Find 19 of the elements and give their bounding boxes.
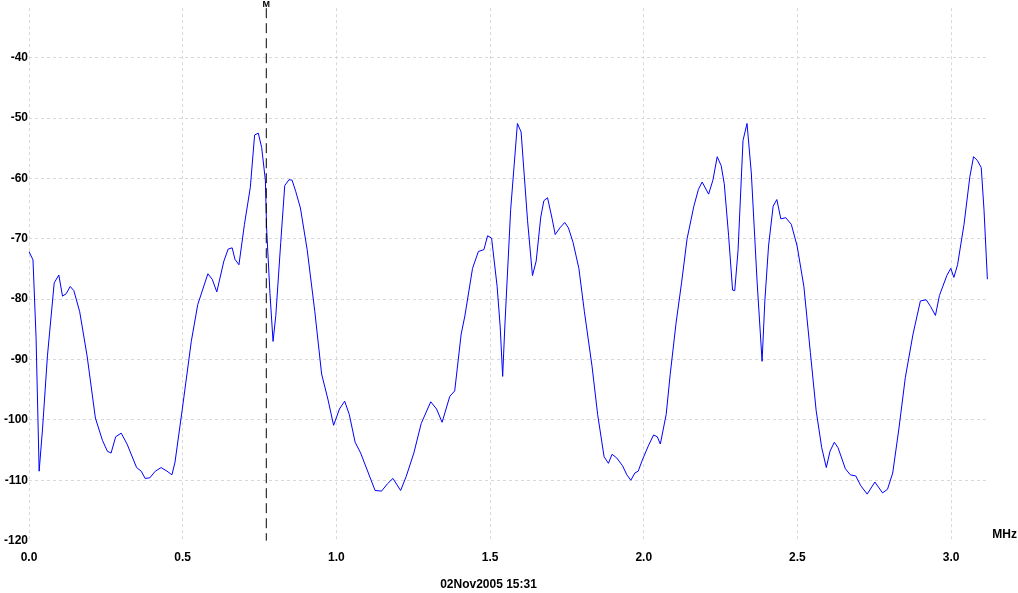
x-tick-label: 0.0 bbox=[20, 550, 38, 565]
y-tick-label: -110 bbox=[4, 472, 29, 487]
x-tick-label: 1.5 bbox=[481, 550, 499, 565]
y-tick-label: -70 bbox=[10, 231, 29, 246]
y-tick-label: -80 bbox=[10, 291, 29, 306]
y-tick-label: -40 bbox=[10, 50, 29, 65]
y-tick-label: -50 bbox=[10, 110, 29, 125]
y-tick-label: -120 bbox=[3, 532, 29, 547]
x-tick-label: 1.0 bbox=[328, 550, 346, 565]
text: 02Nov2005 15:31 bbox=[440, 577, 538, 592]
x-tick-label: 3.0 bbox=[942, 550, 960, 565]
y-tick-label: -90 bbox=[10, 351, 29, 366]
ref-line-label: M bbox=[262, 0, 271, 9]
y-tick-label: -100 bbox=[3, 412, 29, 427]
x-tick-label: 0.5 bbox=[174, 550, 192, 565]
x-tick-label: 2.0 bbox=[635, 550, 653, 565]
x-tick-label: 2.5 bbox=[789, 550, 807, 565]
y-tick-label: -60 bbox=[10, 170, 29, 185]
x-axis-title: MHz bbox=[992, 526, 1017, 541]
